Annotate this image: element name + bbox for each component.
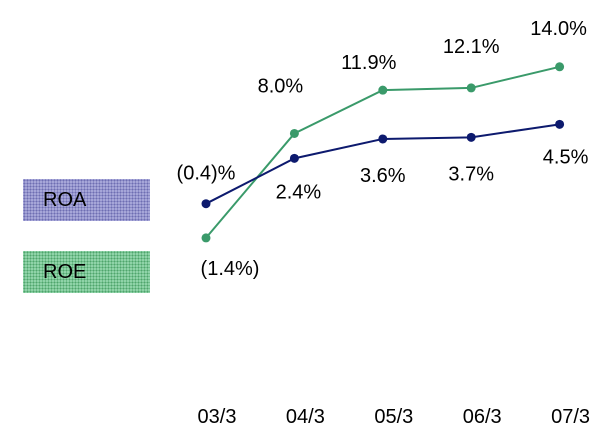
roa-data-label-4: 4.5%: [543, 146, 589, 168]
x-tick-label-2: 05/3: [374, 406, 413, 428]
roa-data-label-1: 2.4%: [276, 181, 322, 203]
roa-point-0: [201, 199, 211, 209]
legend-roa-label: ROA: [43, 188, 87, 211]
roe-point-3: [466, 83, 476, 93]
legend-roa: ROA: [23, 179, 150, 221]
roe-data-label-0: (1.4%): [201, 258, 260, 280]
roe-point-4: [555, 62, 565, 72]
roa-data-label-3: 3.7%: [448, 163, 494, 185]
legend-roe-label: ROE: [43, 260, 87, 283]
roe-data-label-3: 12.1%: [443, 36, 500, 58]
x-tick-label-1: 04/3: [286, 406, 325, 428]
legend-roe: ROE: [23, 251, 150, 293]
roe-data-label-2: 11.9%: [341, 52, 396, 74]
roa-point-4: [555, 119, 565, 129]
roe-point-0: [201, 233, 211, 243]
roa-point-2: [378, 134, 388, 144]
roe-point-2: [378, 85, 388, 95]
roe-point-1: [289, 128, 299, 138]
roa-data-label-0: (0.4)%: [177, 163, 236, 185]
roa-point-1: [289, 153, 299, 163]
roe-data-label-4: 14.0%: [530, 18, 587, 40]
x-tick-label-3: 06/3: [463, 406, 502, 428]
x-tick-label-0: 03/3: [198, 406, 237, 428]
roa-point-3: [466, 132, 476, 142]
roa-data-label-2: 3.6%: [360, 165, 406, 187]
x-tick-label-4: 07/3: [551, 406, 590, 428]
roe-data-label-1: 8.0%: [258, 75, 304, 97]
